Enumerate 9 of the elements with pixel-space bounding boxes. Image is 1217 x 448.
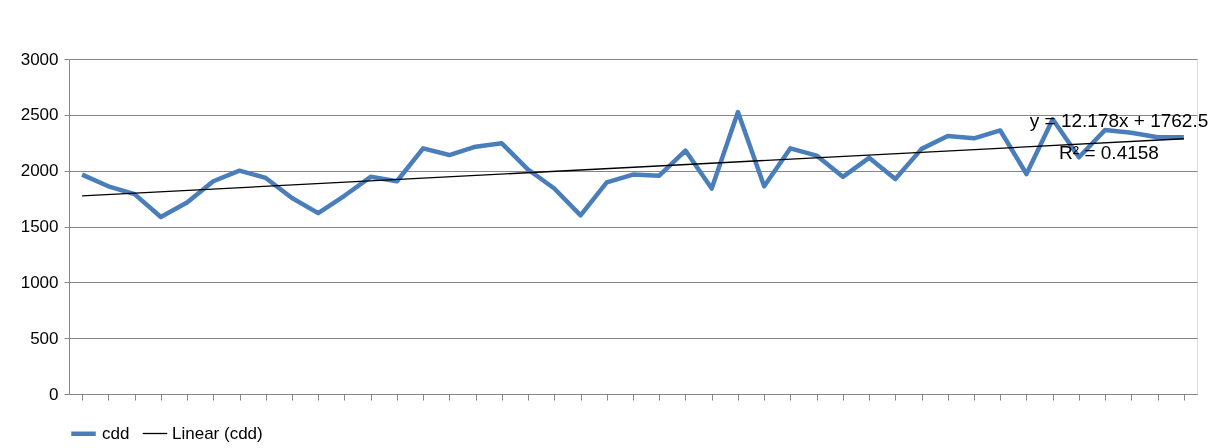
y-tick-label: 0 xyxy=(49,384,59,404)
legend-label: cdd xyxy=(102,423,130,443)
y-tick-label: 2000 xyxy=(20,161,59,181)
y-tick-label: 500 xyxy=(30,328,59,348)
y-tick-label: 2500 xyxy=(20,105,59,125)
legend-label: Linear (cdd) xyxy=(172,423,263,443)
y-tick-label: 3000 xyxy=(20,49,59,69)
y-tick-label: 1500 xyxy=(20,217,59,236)
y-tick-label: 1000 xyxy=(20,272,59,292)
